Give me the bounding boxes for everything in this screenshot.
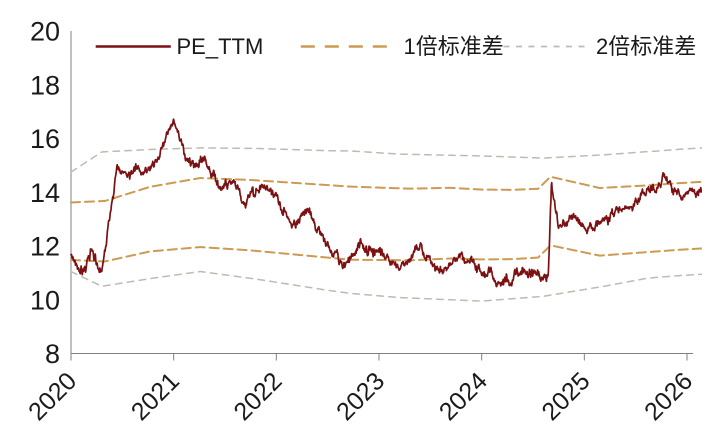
svg-text:2020: 2020 bbox=[23, 367, 82, 426]
svg-text:2024: 2024 bbox=[434, 367, 493, 426]
svg-text:14: 14 bbox=[30, 178, 60, 208]
svg-text:20: 20 bbox=[30, 17, 60, 47]
svg-text:12: 12 bbox=[30, 232, 60, 262]
svg-text:1倍标准差: 1倍标准差 bbox=[404, 34, 504, 59]
svg-text:16: 16 bbox=[30, 124, 60, 154]
svg-text:2022: 2022 bbox=[228, 367, 287, 426]
svg-text:2021: 2021 bbox=[126, 367, 185, 426]
svg-text:PE_TTM: PE_TTM bbox=[177, 34, 264, 59]
svg-text:8: 8 bbox=[45, 339, 60, 369]
svg-text:2026: 2026 bbox=[639, 367, 698, 426]
svg-text:2倍标准差: 2倍标准差 bbox=[596, 34, 696, 59]
svg-text:2023: 2023 bbox=[331, 367, 390, 426]
svg-text:2025: 2025 bbox=[536, 367, 595, 426]
svg-text:18: 18 bbox=[30, 70, 60, 100]
svg-text:10: 10 bbox=[30, 285, 60, 315]
